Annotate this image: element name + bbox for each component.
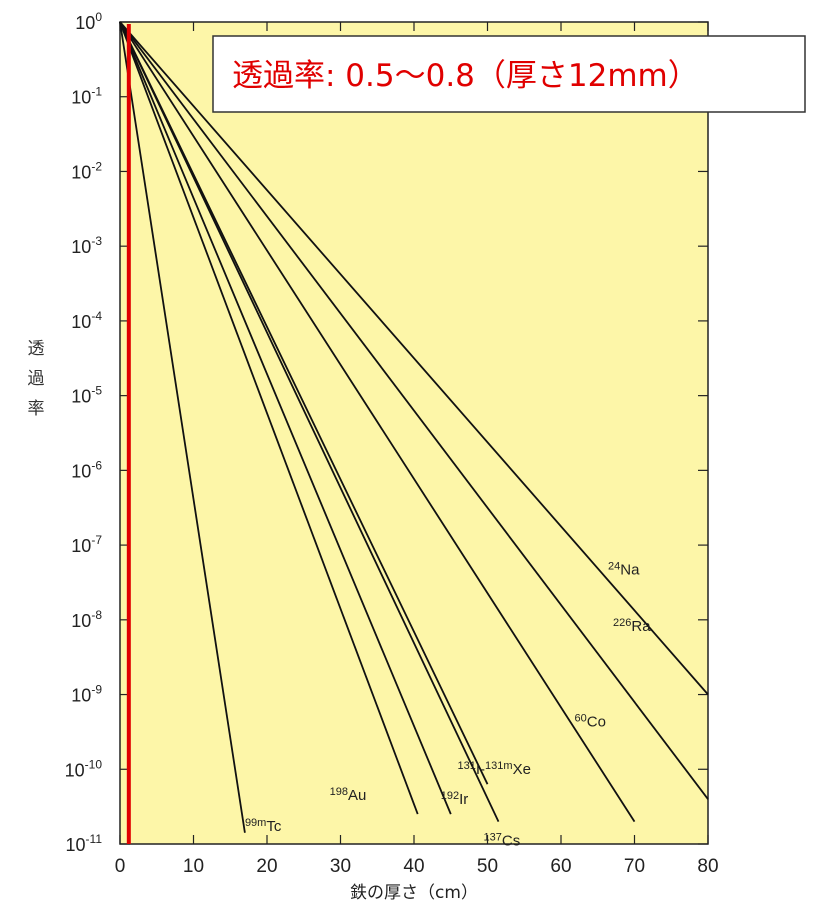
series-labels: 99mTc 198Au 192Ir 137Cs 131I-131mXe 60Co 226Ra…	[245, 561, 651, 850]
series-label: 24Na	[608, 561, 640, 579]
series-line	[119, 21, 709, 696]
y-tick-label: 10-6	[71, 458, 102, 481]
y-axis-label: 透 過 率	[28, 339, 45, 419]
y-tick-label: 10-11	[66, 832, 103, 855]
y-tick-label: 10-10	[65, 757, 103, 780]
y-tick-label: 10-7	[71, 533, 102, 556]
series-line	[119, 21, 452, 815]
x-tick-label: 60	[550, 856, 571, 877]
y-tick-label: 10-3	[71, 234, 102, 257]
series-line	[119, 21, 636, 823]
y-axis-label-char-3: 率	[28, 399, 45, 419]
y-tick-label: 10-9	[71, 683, 102, 706]
series-label: 137Cs	[484, 832, 521, 850]
x-tick-label: 70	[624, 856, 645, 877]
annotation-text: 透過率: 0.5〜0.8（厚さ12mm）	[232, 58, 699, 94]
series-line	[119, 21, 500, 822]
y-tick-label: 100	[75, 10, 102, 33]
series-label: 226Ra	[613, 617, 651, 635]
series-lines	[119, 21, 709, 833]
y-tick-label: 10-2	[71, 159, 102, 182]
series-line	[119, 21, 489, 785]
x-tick-label: 10	[183, 856, 204, 877]
y-tick-label: 10-4	[71, 309, 102, 332]
series-label: 192Ir	[441, 790, 469, 808]
y-axis-label-char-2: 過	[28, 369, 45, 389]
series-label: 60Co	[575, 713, 606, 731]
x-axis-label: 鉄の厚さ（cm）	[350, 883, 478, 903]
series-label: 198Au	[330, 786, 367, 804]
series-line	[119, 21, 709, 800]
x-tick-label: 20	[256, 856, 277, 877]
x-tick-label: 80	[697, 856, 718, 877]
axis-tick-labels: 0 10 20 30 40 50 60 70 80 100 10-1 10-2 10-3 10-4 10-5…	[65, 10, 719, 877]
x-tick-label: 50	[477, 856, 498, 877]
series-label: 131I-131mXe	[458, 760, 531, 778]
y-axis-label-char-1: 透	[28, 339, 45, 359]
y-tick-label: 10-1	[71, 85, 102, 108]
plot-background	[119, 21, 709, 845]
x-tick-label: 0	[115, 856, 126, 877]
series-label: 99mTc	[245, 817, 282, 835]
series-line	[119, 21, 246, 833]
x-tick-label: 30	[330, 856, 351, 877]
annotation-box: 透過率: 0.5〜0.8（厚さ12mm）	[212, 35, 806, 113]
x-tick-label: 40	[403, 856, 424, 877]
y-tick-label: 10-8	[71, 608, 102, 631]
series-line	[119, 21, 419, 815]
y-tick-label: 10-5	[71, 384, 102, 407]
